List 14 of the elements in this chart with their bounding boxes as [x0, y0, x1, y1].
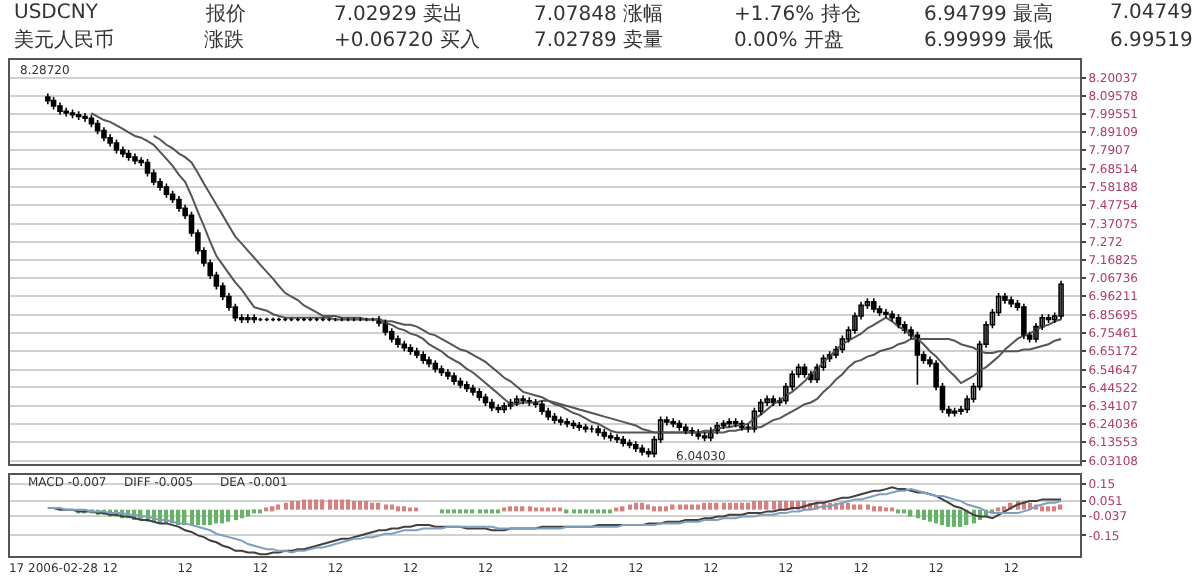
- text: 0.00% 开盘: [734, 28, 844, 52]
- text: +0.06720 买入: [334, 28, 480, 52]
- text: 涨跌: [204, 28, 244, 52]
- text: USDCNY: [14, 2, 100, 24]
- text: 6.99999 最低: [924, 30, 1054, 52]
- text: 7.07848 涨幅: [534, 2, 664, 26]
- text: 7.02789 卖量: [534, 28, 664, 52]
- text: 6.99519: [1110, 30, 1193, 52]
- text: 6.94799 最高: [924, 2, 1054, 26]
- text: 美元人民币: [14, 28, 114, 52]
- text: 7.02929 卖出: [334, 2, 464, 26]
- text: 7.04749: [1110, 2, 1193, 24]
- text: +1.76% 持仓: [734, 2, 861, 26]
- text: 报价: [204, 2, 246, 26]
